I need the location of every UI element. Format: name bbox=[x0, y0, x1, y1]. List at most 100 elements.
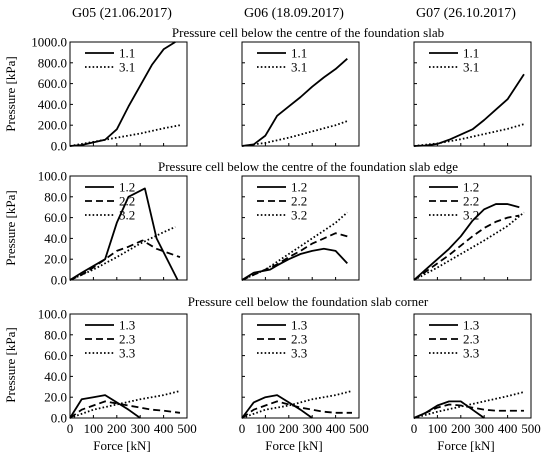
x-axis-label-g06: Force [kN] bbox=[265, 438, 322, 453]
x-tick-label: 200 bbox=[451, 421, 471, 436]
x-tick-label: 0 bbox=[239, 421, 246, 436]
x-tick-label: 200 bbox=[107, 421, 127, 436]
series-line-3-2 bbox=[241, 211, 348, 281]
series-line-1-3 bbox=[69, 394, 141, 419]
legend-label-2-3: 2.3 bbox=[119, 332, 135, 347]
y-axis-label-row2: Pressure [kPa] bbox=[3, 190, 18, 265]
x-tick-label: 0 bbox=[67, 421, 74, 436]
series-line-1-1 bbox=[241, 57, 348, 147]
series-line-3-2 bbox=[69, 226, 176, 281]
y-tick-label: 0.0 bbox=[51, 139, 67, 154]
legend-label-3-2: 3.2 bbox=[119, 208, 135, 223]
plot-frame bbox=[413, 313, 532, 419]
series-line-1-1 bbox=[413, 73, 525, 147]
panel-row1-G07: 1.13.1 bbox=[413, 41, 532, 147]
x-tick-label: 400 bbox=[326, 421, 346, 436]
legend-label-1-1: 1.1 bbox=[119, 46, 135, 61]
legend-label-3-1: 3.1 bbox=[463, 60, 479, 75]
series-line-1-3 bbox=[241, 394, 313, 419]
legend-label-1-1: 1.1 bbox=[463, 46, 479, 61]
series-line-2-2 bbox=[241, 232, 348, 281]
y-axis-label-row1: Pressure [kPa] bbox=[3, 56, 18, 131]
series-line-2-2 bbox=[69, 239, 181, 281]
panel-row3-G05: 0.0 20.0 40.0 60.0 80.0 100.0 0 100 200 300 400 500… bbox=[38, 307, 197, 437]
legend-label-1-3: 1.3 bbox=[119, 318, 135, 333]
plot-frame bbox=[69, 41, 188, 147]
x-axis-label-g05: Force [kN] bbox=[93, 438, 150, 453]
series-line-3-1 bbox=[69, 124, 181, 147]
column-title-g05: G05 (21.06.2017) bbox=[72, 6, 172, 21]
legend-label-3-1: 3.1 bbox=[291, 60, 307, 75]
legend-label-2-3: 2.3 bbox=[291, 332, 307, 347]
y-tick-label: 0.0 bbox=[51, 411, 67, 426]
x-tick-label: 200 bbox=[279, 421, 299, 436]
plot-frame bbox=[241, 313, 360, 419]
panel-row1-G06: 1.13.1 bbox=[241, 41, 360, 147]
y-tick-label: 40.0 bbox=[44, 369, 67, 384]
x-tick-label: 100 bbox=[84, 421, 104, 436]
series-line-2-3 bbox=[241, 400, 352, 419]
legend-label-3-3: 3.3 bbox=[463, 346, 479, 361]
x-tick-label: 300 bbox=[130, 421, 150, 436]
series-line-3-1 bbox=[413, 123, 525, 147]
plot-frame bbox=[413, 175, 532, 281]
panel-row2-G05: 0.0 20.0 40.0 60.0 80.0 100.0 1.22.23.2 bbox=[38, 169, 188, 288]
legend-label-1-2: 1.2 bbox=[291, 180, 307, 195]
series-line-3-3 bbox=[69, 390, 181, 419]
y-tick-label: 40.0 bbox=[44, 231, 67, 246]
y-tick-label: 800.0 bbox=[38, 55, 67, 70]
legend-label-2-3: 2.3 bbox=[463, 332, 479, 347]
legend-label-3-2: 3.2 bbox=[463, 208, 479, 223]
y-tick-label: 600.0 bbox=[38, 76, 67, 91]
column-title-g06: G06 (18.09.2017) bbox=[244, 6, 344, 21]
y-axis-label-row3: Pressure [kPa] bbox=[3, 327, 18, 402]
legend-label-1-1: 1.1 bbox=[291, 46, 307, 61]
legend-label-1-2: 1.2 bbox=[119, 180, 135, 195]
series-line-1-2 bbox=[241, 247, 348, 281]
x-axis-label-g07: Force [kN] bbox=[437, 438, 494, 453]
legend-label-2-2: 2.2 bbox=[463, 194, 479, 209]
series-line-3-3 bbox=[413, 391, 525, 419]
plot-frame bbox=[69, 175, 188, 281]
y-tick-label: 60.0 bbox=[44, 348, 67, 363]
legend-label-3-3: 3.3 bbox=[119, 346, 135, 361]
series-line-2-3 bbox=[413, 403, 524, 419]
series-line-1-2 bbox=[413, 203, 520, 281]
legend-label-2-2: 2.2 bbox=[119, 194, 135, 209]
legend-label-2-2: 2.2 bbox=[291, 194, 307, 209]
y-tick-label: 1000.0 bbox=[31, 35, 67, 50]
y-tick-label: 20.0 bbox=[44, 252, 67, 267]
series-line-2-2 bbox=[413, 214, 520, 281]
x-tick-label: 100 bbox=[256, 421, 276, 436]
plot-frame bbox=[241, 41, 360, 147]
series-line-2-3 bbox=[69, 400, 181, 419]
series-line-3-1 bbox=[241, 120, 348, 147]
legend-label-3-1: 3.1 bbox=[119, 60, 135, 75]
y-tick-label: 100.0 bbox=[38, 307, 67, 322]
panel-row1-G05: 0.0 200.0 400.0 600.0 800.0 1000.0 1.13.1 bbox=[31, 35, 188, 154]
x-tick-label: 300 bbox=[302, 421, 322, 436]
y-tick-label: 80.0 bbox=[44, 327, 67, 342]
row-title-corner: Pressure cell below the foundation slab … bbox=[188, 294, 429, 309]
plot-frame bbox=[413, 41, 532, 147]
plot-frame bbox=[241, 175, 360, 281]
x-tick-label: 100 bbox=[428, 421, 448, 436]
row-title-edge: Pressure cell below the centre of the fo… bbox=[158, 159, 458, 174]
y-tick-label: 0.0 bbox=[51, 273, 67, 288]
panel-row2-G06: 1.22.23.2 bbox=[241, 175, 360, 281]
series-line-3-3 bbox=[241, 390, 353, 419]
y-tick-label: 100.0 bbox=[38, 169, 67, 184]
panel-row2-G07: 1.22.23.2 bbox=[413, 175, 532, 281]
legend-label-3-2: 3.2 bbox=[291, 208, 307, 223]
y-tick-label: 80.0 bbox=[44, 189, 67, 204]
x-tick-label: 500 bbox=[177, 421, 197, 436]
x-tick-label: 0 bbox=[411, 421, 418, 436]
series-line-1-2 bbox=[69, 187, 179, 281]
x-tick-label: 400 bbox=[498, 421, 518, 436]
legend-label-1-2: 1.2 bbox=[463, 180, 479, 195]
panel-row3-G07: 0 100 200 300 400 500 1.32.33.3 bbox=[411, 313, 541, 436]
x-tick-label: 300 bbox=[474, 421, 494, 436]
x-tick-label: 500 bbox=[521, 421, 541, 436]
panel-row3-G06: 0 100 200 300 400 500 1.32.33.3 bbox=[239, 313, 369, 436]
